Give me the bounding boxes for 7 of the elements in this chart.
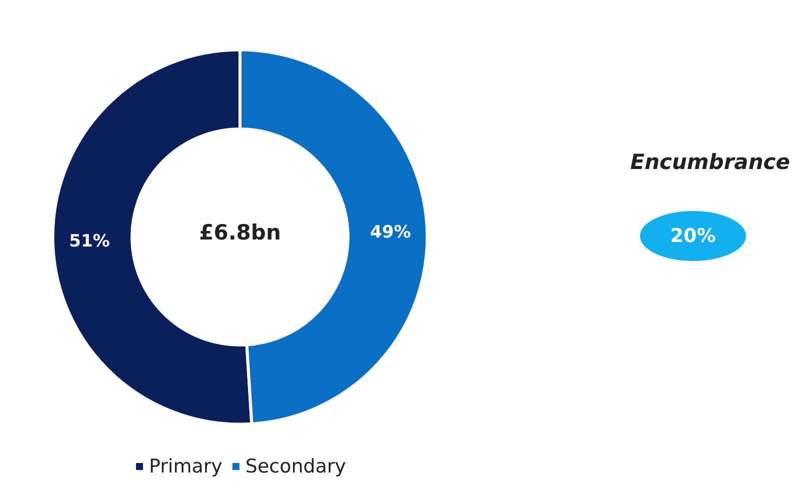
oval-badge: 20% bbox=[640, 211, 746, 261]
legend-label: Primary bbox=[148, 456, 222, 478]
legend-label: Secondary bbox=[245, 456, 346, 478]
text: £6.8bn bbox=[199, 220, 281, 244]
text: Encumbrance bbox=[629, 150, 790, 174]
data-label: 49% bbox=[370, 222, 411, 242]
data-label: 51% bbox=[69, 232, 110, 252]
